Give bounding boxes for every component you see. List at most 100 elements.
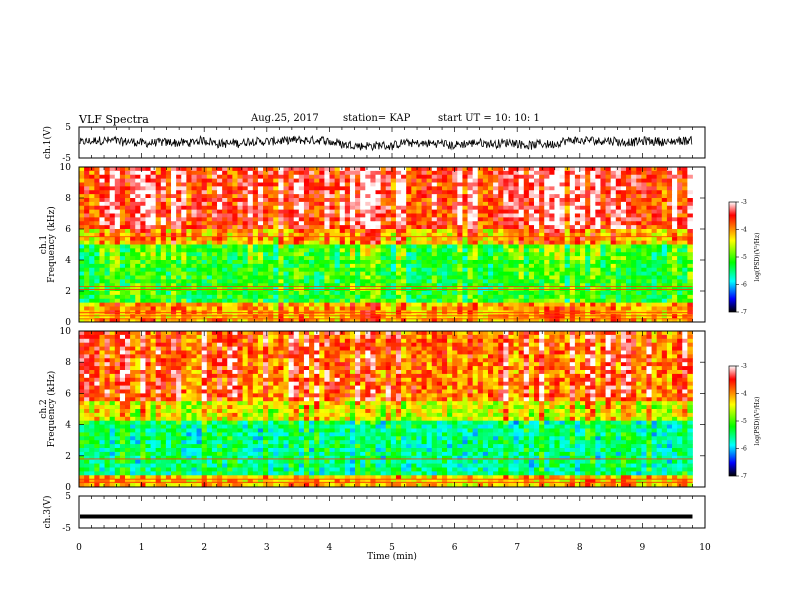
spectrogram-cell [293, 174, 300, 180]
spectrogram-cell [631, 302, 637, 307]
spectrogram-cell [196, 294, 203, 300]
spectrogram-cell [395, 229, 402, 234]
spectrogram-cell [84, 167, 90, 172]
spectrogram-cell [150, 248, 157, 253]
spectrogram-cell [288, 248, 295, 253]
spectrogram-cell [626, 256, 632, 261]
spectrogram-cell [549, 194, 555, 199]
spectrogram-cell [390, 198, 397, 203]
spectrogram-cell [651, 267, 658, 273]
spectrogram-cell [293, 194, 300, 199]
spectrogram-cell [544, 198, 550, 203]
spectrogram-cell [518, 263, 525, 269]
spectrogram-cell [401, 248, 407, 253]
spectrogram-cell [155, 167, 162, 172]
spectrogram-cell [534, 279, 540, 284]
spectrogram-cell [298, 256, 305, 261]
spectrogram-cell [365, 186, 371, 191]
spectrogram-cell [411, 167, 417, 172]
spectrogram-cell [672, 194, 678, 199]
spectrogram-cell [278, 306, 284, 311]
spectrogram-cell [436, 213, 443, 218]
spectrogram-cell [201, 314, 208, 319]
spectrogram-cell [145, 194, 151, 199]
spectrogram-cell [217, 186, 223, 191]
spectrogram-cell [252, 174, 259, 180]
spectrogram-cell [590, 178, 596, 183]
spectrogram-cell [160, 302, 167, 307]
spectrogram-cell [559, 279, 566, 284]
spectrogram-cell [569, 170, 576, 176]
spectrogram-cell [493, 174, 499, 180]
spectrogram-cell [462, 244, 468, 249]
spectrogram-cell [114, 178, 121, 183]
spectrogram-cell [181, 174, 187, 180]
spectrogram-cell [365, 260, 371, 265]
spectrogram-cell [370, 244, 376, 249]
spectrogram-cell [135, 294, 141, 300]
spectrogram-cell [257, 170, 264, 176]
spectrogram-cell [181, 194, 187, 199]
spectrogram-cell [79, 201, 85, 207]
spectrogram-cell [482, 291, 489, 296]
spectrogram-cell [217, 225, 223, 230]
spectrogram-cell [339, 260, 346, 265]
spectrogram-cell [339, 314, 346, 319]
spectrogram-cell [395, 167, 402, 172]
spectrogram-cell [257, 186, 264, 191]
spectrogram-cell [217, 240, 223, 245]
spectrogram-cell [447, 256, 453, 261]
spectrogram-cell [273, 306, 279, 311]
spectrogram-cell [89, 213, 95, 218]
spectrogram-cell [109, 306, 116, 311]
spectrogram-cell [217, 213, 223, 218]
spectrogram-cell [119, 306, 126, 311]
spectrogram-cell [672, 298, 678, 304]
spectrogram-cell [309, 205, 315, 211]
spectrogram-cell [263, 178, 269, 183]
spectrogram-cell [564, 248, 571, 253]
spectrogram-cell [595, 252, 601, 257]
spectrogram-cell [349, 178, 356, 183]
spectrogram-cell [534, 275, 540, 280]
spectrogram-cell [682, 302, 688, 307]
spectrogram-cell [559, 263, 566, 269]
spectrogram-cell [406, 225, 412, 230]
spectrogram-cell [140, 236, 146, 242]
spectrogram-cell [590, 236, 596, 242]
spectrogram-cell [217, 221, 223, 226]
spectrogram-cell [518, 260, 525, 265]
spectrogram-cell [574, 252, 581, 257]
spectrogram-cell [493, 229, 499, 234]
spectrogram-cell [666, 279, 673, 284]
spectrogram-cell [84, 209, 90, 214]
spectrogram-cell [406, 232, 412, 238]
spectrogram-cell [324, 182, 330, 187]
spectrogram-cell [155, 201, 162, 207]
spectrogram-cell [626, 209, 632, 214]
spectrogram-cell [283, 252, 289, 257]
spectrogram-cell [421, 306, 428, 311]
spectrogram-cell [452, 240, 458, 245]
spectrogram-cell [462, 182, 468, 187]
spectrogram-cell [672, 182, 678, 187]
spectrogram-cell [523, 186, 530, 191]
spectrogram-cell [181, 314, 187, 319]
spectrogram-cell [293, 205, 300, 211]
spectrogram-cell [503, 221, 509, 226]
spectrogram-cell [539, 291, 545, 296]
spectrogram-cell [247, 252, 254, 257]
spectrogram-cell [656, 190, 663, 195]
spectrogram-cell [487, 232, 494, 238]
spectrogram-cell [104, 221, 111, 226]
spectrogram-cell [114, 244, 121, 249]
spectrogram-cell [477, 318, 484, 323]
spectrogram-cell [349, 186, 356, 191]
spectrogram-cell [574, 318, 581, 323]
spectrogram-cell [672, 314, 678, 319]
spectrogram-cell [672, 291, 678, 296]
spectrogram-cell [211, 248, 218, 253]
spectrogram-cell [385, 229, 392, 234]
spectrogram-cell [544, 225, 550, 230]
spectrogram-cell [145, 302, 151, 307]
